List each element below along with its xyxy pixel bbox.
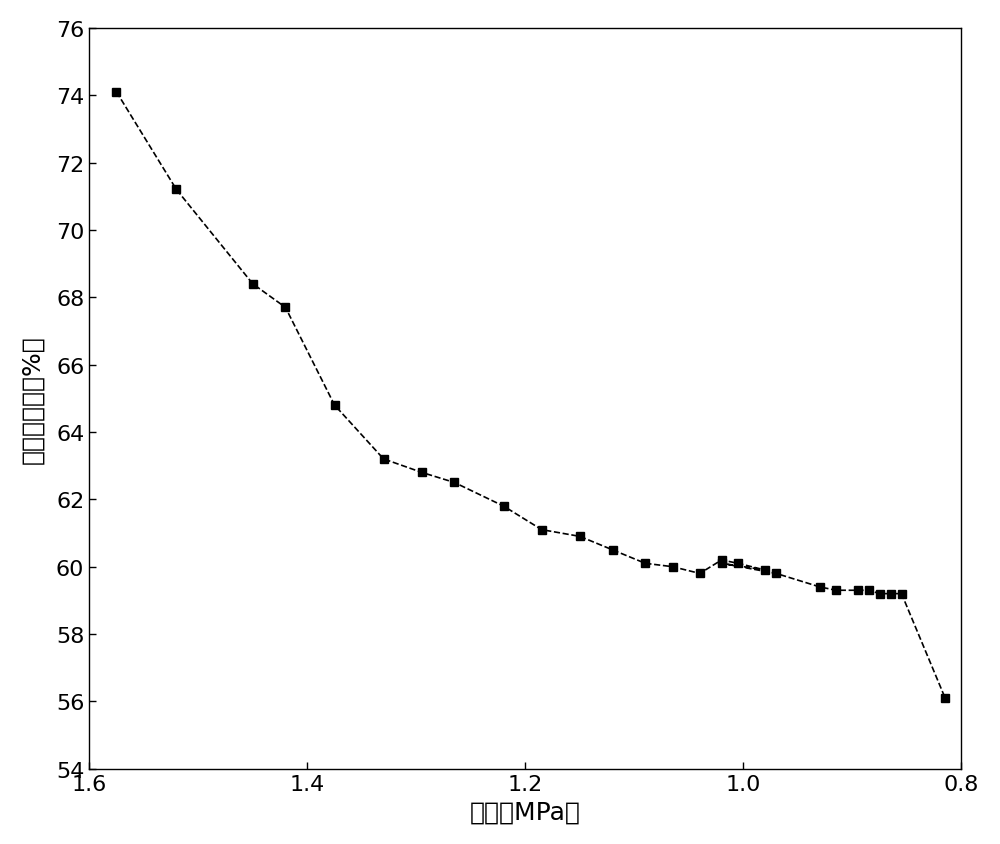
X-axis label: 压力（MPa）: 压力（MPa）: [470, 799, 581, 823]
Y-axis label: 含油饱和度（%）: 含油饱和度（%）: [21, 334, 45, 463]
